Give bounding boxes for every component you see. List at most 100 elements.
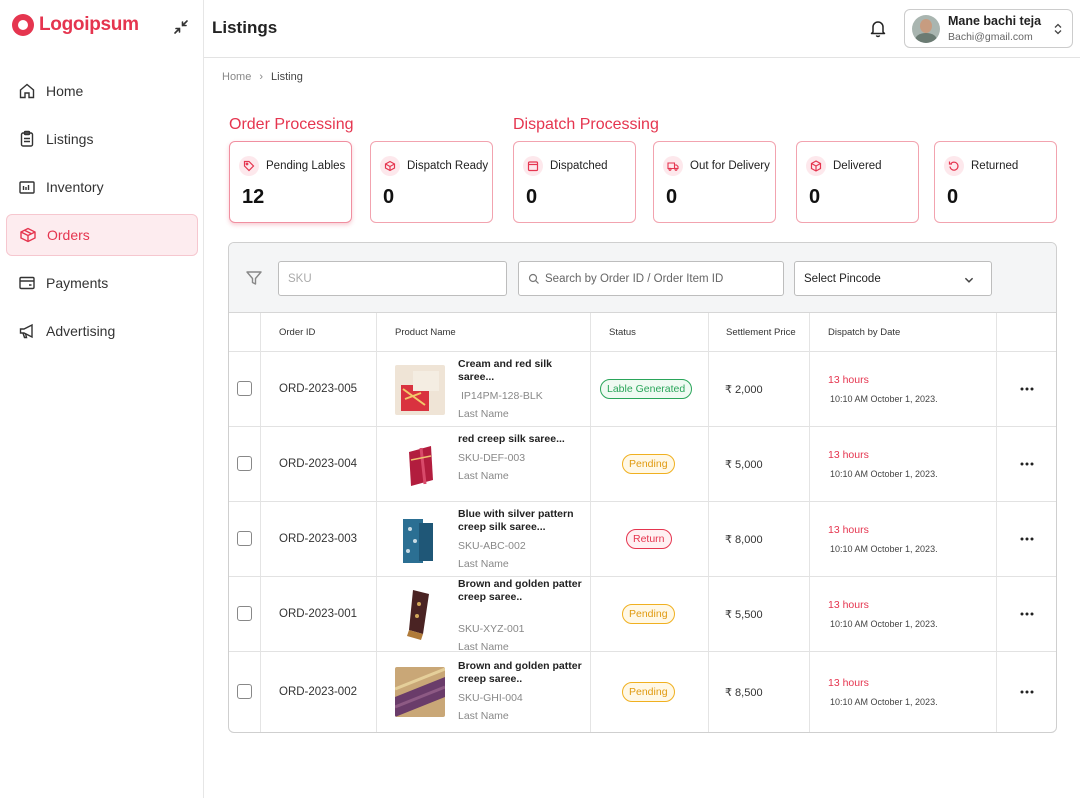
row-checkbox[interactable] [237, 531, 252, 546]
product-thumbnail[interactable] [395, 440, 445, 490]
topbar: Listings Mane bachi teja Bachi@gmail.com [204, 0, 1080, 58]
more-options-icon[interactable] [1019, 689, 1035, 695]
product-sku: SKU-XYZ-001 [458, 623, 525, 635]
dispatch-hours: 13 hours [828, 374, 869, 386]
order-processing-title: Order Processing [229, 116, 354, 133]
product-info: Brown and golden patter creep saree.. SK… [458, 578, 588, 653]
product-sku: SKU-DEF-003 [458, 452, 526, 464]
truck-icon [663, 156, 683, 176]
sidebar-item-listings[interactable]: Listings [6, 118, 198, 160]
status-badge: Pending [622, 604, 675, 624]
status-badge: Pending [622, 454, 675, 474]
product-name[interactable]: red creep silk saree... [458, 433, 565, 445]
pincode-select[interactable]: Select Pincode [794, 261, 992, 296]
more-options-icon[interactable] [1019, 536, 1035, 542]
card-label: Pending Lables [266, 160, 346, 172]
filter-icon[interactable] [245, 269, 263, 287]
collapse-sidebar-icon[interactable] [172, 18, 190, 36]
card-label: Dispatch Ready [407, 160, 489, 172]
card-pending-labels[interactable]: Pending Lables 12 [229, 141, 352, 223]
status-badge: Lable Generated [600, 379, 693, 399]
status-badge: Pending [622, 682, 675, 702]
card-dispatched[interactable]: Dispatched 0 [513, 141, 636, 223]
settlement-price: ₹ 5,500 [725, 609, 763, 621]
row-checkbox[interactable] [237, 684, 252, 699]
card-label: Delivered [833, 160, 882, 172]
dispatch-hours: 13 hours [828, 524, 869, 536]
sidebar-item-orders[interactable]: Orders [6, 214, 198, 256]
product-last-name: Last Name [458, 558, 509, 570]
sidebar-nav: Home Listings Inventory Orders Payments … [6, 70, 198, 358]
more-options-icon[interactable] [1019, 461, 1035, 467]
more-options-icon[interactable] [1019, 386, 1035, 392]
column-header[interactable]: Settlement Price [726, 327, 796, 338]
settlement-price: ₹ 5,000 [725, 459, 763, 471]
product-info: Cream and red silk saree... IP14PM-128-B… [458, 358, 588, 420]
order-id: ORD-2023-001 [279, 608, 357, 620]
column-header[interactable]: Status [609, 327, 636, 338]
sku-input[interactable]: SKU [278, 261, 507, 296]
column-header[interactable]: Product Name [395, 327, 456, 338]
product-name[interactable]: Brown and golden patter creep saree.. [458, 578, 582, 603]
card-returned[interactable]: Returned 0 [934, 141, 1057, 223]
table-row[interactable]: ORD-2023-002 Brown and golden patter cre… [229, 652, 1056, 732]
more-options-icon[interactable] [1019, 611, 1035, 617]
product-last-name: Last Name [458, 641, 509, 653]
product-thumbnail[interactable] [395, 586, 445, 642]
breadcrumb-separator-icon: › [259, 71, 264, 83]
column-divider [590, 313, 591, 732]
card-dispatch-ready[interactable]: Dispatch Ready 0 [370, 141, 493, 223]
row-checkbox[interactable] [237, 381, 252, 396]
megaphone-icon [19, 323, 33, 339]
chevron-down-icon [964, 277, 974, 283]
sidebar-item-inventory[interactable]: Inventory [6, 166, 198, 208]
breadcrumb-home[interactable]: Home [222, 71, 252, 83]
product-thumbnail[interactable] [395, 515, 445, 565]
row-checkbox[interactable] [237, 606, 252, 621]
table-header: Order ID Product Name Status Settlement … [229, 313, 1056, 352]
table-row[interactable]: ORD-2023-004 red creep silk saree... SKU… [229, 427, 1056, 502]
product-sku: SKU-ABC-002 [458, 540, 526, 552]
card-delivered[interactable]: Delivered 0 [796, 141, 919, 223]
dispatch-processing-title: Dispatch Processing [513, 116, 659, 133]
dispatch-hours: 13 hours [828, 599, 869, 611]
logo-text: Logoipsum [39, 14, 139, 35]
card-value: 0 [383, 186, 395, 208]
sidebar-item-payments[interactable]: Payments [6, 262, 198, 304]
sidebar-item-label: Orders [47, 227, 90, 243]
sidebar-item-home[interactable]: Home [6, 70, 198, 112]
card-value: 12 [242, 186, 265, 208]
column-header[interactable]: Order ID [279, 327, 316, 338]
product-thumbnail[interactable] [395, 667, 445, 717]
bell-icon[interactable] [868, 18, 888, 38]
order-id: ORD-2023-002 [279, 686, 357, 698]
column-header[interactable]: Dispatch by Date [828, 327, 901, 338]
sidebar-item-label: Inventory [46, 179, 104, 195]
product-name[interactable]: Brown and golden patter creep saree.. [458, 660, 582, 685]
column-divider [376, 313, 377, 732]
product-last-name: Last Name [458, 470, 509, 482]
column-divider [260, 313, 261, 732]
row-checkbox[interactable] [237, 456, 252, 471]
orders-panel: SKU Search by Order ID / Order Item ID S… [228, 242, 1057, 733]
order-id: ORD-2023-005 [279, 383, 357, 395]
product-thumbnail[interactable] [395, 365, 445, 415]
settlement-price: ₹ 8,000 [725, 534, 763, 546]
table-row[interactable]: ORD-2023-005 Cream and red silk saree...… [229, 352, 1056, 427]
chevron-updown-icon [1054, 23, 1062, 35]
user-menu[interactable]: Mane bachi teja Bachi@gmail.com [904, 9, 1073, 48]
logo[interactable]: Logoipsum [12, 14, 139, 36]
search-input[interactable]: Search by Order ID / Order Item ID [518, 261, 784, 296]
product-name[interactable]: Blue with silver pattern creep silk sare… [458, 508, 574, 533]
product-last-name: Last Name [458, 408, 509, 420]
table-row[interactable]: ORD-2023-001 Brown and golden patter cre… [229, 577, 1056, 653]
order-id: ORD-2023-004 [279, 458, 357, 470]
product-name[interactable]: Cream and red silk saree... [458, 358, 552, 383]
sidebar: Logoipsum Home Listings Inventory Orders… [0, 0, 204, 798]
card-out-for-delivery[interactable]: Out for Delivery 0 [653, 141, 776, 223]
dispatch-hours: 13 hours [828, 677, 869, 689]
sidebar-item-advertising[interactable]: Advertising [6, 310, 198, 352]
table-row[interactable]: ORD-2023-003 Blue with silver pattern cr… [229, 502, 1056, 577]
product-info: Brown and golden patter creep saree.. SK… [458, 660, 588, 722]
sidebar-item-label: Listings [46, 131, 94, 147]
